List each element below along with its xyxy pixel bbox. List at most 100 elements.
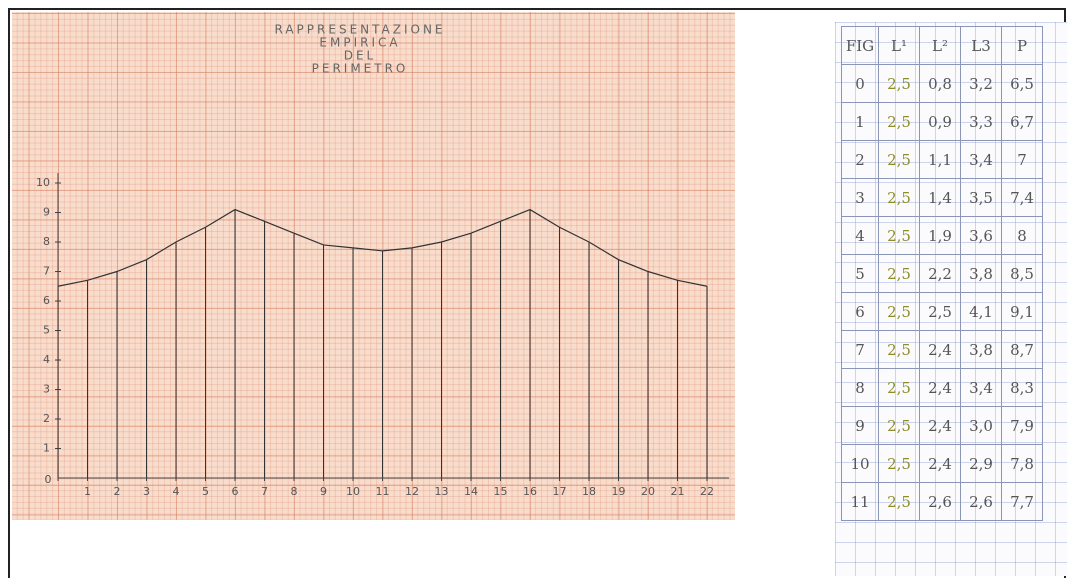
table-cell: 7,4 [1002, 179, 1043, 217]
table-cell: 3,5 [961, 179, 1002, 217]
x-tick-label: 21 [671, 485, 685, 498]
x-tick-label: 11 [376, 485, 390, 498]
table-cell: 3,8 [961, 255, 1002, 293]
table-cell: 3 [842, 179, 879, 217]
table-cell: 7,7 [1002, 483, 1043, 521]
table-cell: 7 [842, 331, 879, 369]
table-cell: 2,5 [879, 179, 920, 217]
y-tick-label: 6 [43, 294, 50, 307]
table-cell: 2,5 [879, 445, 920, 483]
page: html, body { margin: 0; padding: 0; } bo… [0, 0, 1076, 576]
table-cell: 11 [842, 483, 879, 521]
table-cell: 2,2 [920, 255, 961, 293]
table-cell: 7,8 [1002, 445, 1043, 483]
y-tick-label: 10 [36, 176, 50, 189]
header-cell: P [1002, 27, 1043, 65]
table-cell: 0 [842, 65, 879, 103]
data-table: FIGL¹L²L3P02,50,83,26,512,50,93,36,722,5… [841, 26, 1043, 521]
x-tick-label: 9 [320, 485, 327, 498]
table-cell: 6,7 [1002, 103, 1043, 141]
table-cell: 3,4 [961, 369, 1002, 407]
table-cell: 2 [842, 141, 879, 179]
header-cell: L3 [961, 27, 1002, 65]
header-cell: L² [920, 27, 961, 65]
table-cell: 2,6 [961, 483, 1002, 521]
x-tick-label: 2 [114, 485, 121, 498]
table-cell: 4,1 [961, 293, 1002, 331]
table-cell: 7 [1002, 141, 1043, 179]
table-cell: 3,4 [961, 141, 1002, 179]
table-cell: 1,9 [920, 217, 961, 255]
y-tick-label: 3 [43, 383, 50, 396]
y-tick-label: 7 [43, 265, 50, 278]
table-cell: 2,5 [920, 293, 961, 331]
table-cell: 2,4 [920, 407, 961, 445]
y-tick-label: 1 [43, 442, 50, 455]
table-cell: 8,3 [1002, 369, 1043, 407]
table-cell: 6 [842, 293, 879, 331]
x-tick-label: 22 [700, 485, 714, 498]
table-cell: 3,2 [961, 65, 1002, 103]
x-tick-label: 7 [261, 485, 268, 498]
header-cell: L¹ [879, 27, 920, 65]
x-tick-label: 13 [435, 485, 449, 498]
table-cell: 1,4 [920, 179, 961, 217]
table-cell: 2,9 [961, 445, 1002, 483]
table-cell: 2,5 [879, 255, 920, 293]
y-tick-label: 8 [43, 235, 50, 248]
y-tick-label: 4 [43, 353, 50, 366]
table-cell: 2,5 [879, 407, 920, 445]
table-cell: 0,9 [920, 103, 961, 141]
chart-title: RAPPRESENTAZIONE [275, 23, 446, 37]
table-cell: 2,5 [879, 369, 920, 407]
x-tick-label: 16 [523, 485, 537, 498]
table-cell: 2,4 [920, 369, 961, 407]
y-tick-label: 5 [43, 324, 50, 337]
table-cell: 7,9 [1002, 407, 1043, 445]
x-tick-label: 19 [612, 485, 626, 498]
table-cell: 2,5 [879, 141, 920, 179]
page-body: {"chart_data": {"type": "line", "title":… [0, 0, 1076, 576]
x-tick-label: 15 [494, 485, 508, 498]
table-cell: 3,8 [961, 331, 1002, 369]
x-tick-label: 1 [84, 485, 91, 498]
chart-title: EMPIRICA [319, 36, 400, 50]
x-tick-label: 8 [291, 485, 298, 498]
table-cell: 8 [1002, 217, 1043, 255]
x-tick-label: 17 [553, 485, 567, 498]
chart-title: PERIMETRO [312, 62, 409, 76]
table-cell: 2,5 [879, 103, 920, 141]
x-tick-label: 0 [45, 473, 52, 486]
table-cell: 10 [842, 445, 879, 483]
x-tick-label: 12 [405, 485, 419, 498]
x-tick-label: 18 [582, 485, 596, 498]
table-cell: 2,6 [920, 483, 961, 521]
table-cell: 6,5 [1002, 65, 1043, 103]
table-cell: 8,5 [1002, 255, 1043, 293]
x-tick-label: 14 [464, 485, 478, 498]
table-cell: 2,5 [879, 217, 920, 255]
table-cell: 2,5 [879, 65, 920, 103]
table-cell: 2,5 [879, 293, 920, 331]
x-tick-label: 10 [346, 485, 360, 498]
x-tick-label: 4 [173, 485, 180, 498]
table-cell: 2,5 [879, 331, 920, 369]
x-tick-label: 5 [202, 485, 209, 498]
x-tick-label: 20 [641, 485, 655, 498]
table-cell: 1 [842, 103, 879, 141]
table-cell: 4 [842, 217, 879, 255]
y-tick-label: 2 [43, 412, 50, 425]
table-cell: 2,5 [879, 483, 920, 521]
